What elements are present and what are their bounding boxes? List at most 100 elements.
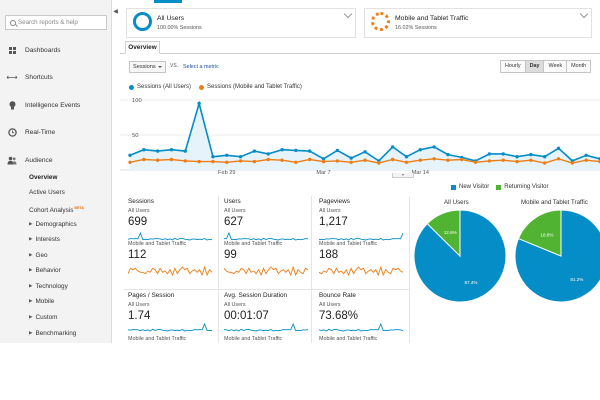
- data-point-all-users[interactable]: [349, 156, 353, 160]
- data-point-all-users[interactable]: [225, 153, 229, 157]
- data-point-all-users[interactable]: [308, 149, 312, 153]
- sidebar-item-dashboards[interactable]: Dashboards: [0, 41, 112, 59]
- data-point-all-users[interactable]: [543, 155, 547, 159]
- metric-tile-pageviews[interactable]: Pageviews All Users 1,217 Mobile and Tab…: [319, 198, 407, 288]
- search-box[interactable]: [5, 15, 107, 30]
- data-point-mobile[interactable]: [335, 159, 340, 163]
- data-point-mobile[interactable]: [308, 157, 312, 162]
- sidebar-item-intelligence-events[interactable]: Intelligence Events: [0, 96, 112, 114]
- data-point-mobile[interactable]: [432, 157, 436, 161]
- data-point-all-users[interactable]: [211, 155, 215, 159]
- chart-resize-handle[interactable]: ▼: [392, 173, 414, 178]
- data-point-mobile[interactable]: [183, 159, 187, 163]
- data-point-all-users[interactable]: [280, 148, 284, 152]
- data-point-mobile[interactable]: [142, 157, 146, 162]
- data-point-all-users[interactable]: [155, 149, 160, 153]
- data-point-mobile[interactable]: [460, 157, 464, 162]
- data-point-all-users[interactable]: [142, 148, 146, 152]
- data-point-mobile[interactable]: [543, 161, 547, 165]
- select-metric-link[interactable]: Select a metric: [183, 64, 219, 70]
- data-point-all-users[interactable]: [363, 150, 367, 154]
- sidebar-item-shortcuts[interactable]: ⟷ Shortcuts: [0, 68, 112, 86]
- sidebar-item-audience[interactable]: Audience: [0, 151, 112, 169]
- sidebar-subitem-overview[interactable]: Overview: [29, 172, 57, 184]
- data-point-all-users[interactable]: [197, 101, 201, 106]
- data-point-mobile[interactable]: [515, 159, 519, 164]
- data-point-mobile[interactable]: [529, 158, 533, 162]
- chevron-down-icon[interactable]: [343, 9, 353, 19]
- sidebar-subitem-custom[interactable]: ▶ Custom: [29, 311, 58, 323]
- data-point-mobile[interactable]: [404, 160, 409, 164]
- sessions-line-chart[interactable]: 100 50 Feb 29 Mar 7 Mar 14: [120, 94, 600, 174]
- sidebar-subitem-interests[interactable]: ▶ Interests: [29, 233, 60, 245]
- data-point-all-users[interactable]: [266, 152, 270, 156]
- tab-overview[interactable]: Overview: [125, 41, 160, 54]
- data-point-mobile[interactable]: [211, 159, 215, 164]
- data-point-mobile[interactable]: [128, 160, 132, 164]
- legend-item-all-users[interactable]: Sessions (All Users): [129, 84, 191, 90]
- sidebar-subitem-demographics[interactable]: ▶ Demographics: [29, 218, 77, 230]
- pie-slice-returning-visitor[interactable]: [517, 209, 562, 257]
- data-point-all-users[interactable]: [529, 152, 533, 157]
- granularity-week-button[interactable]: Week: [544, 61, 568, 72]
- metric-tile-pages-per-session[interactable]: Pages / Session All Users 1.74 Mobile an…: [128, 292, 216, 344]
- data-point-mobile[interactable]: [238, 159, 243, 163]
- segment-card-all-users[interactable]: All Users 100.00% Sessions: [126, 8, 356, 38]
- chevron-down-icon[interactable]: [579, 9, 589, 19]
- legend-item-returning-visitor[interactable]: Returning Visitor: [496, 184, 548, 190]
- data-point-mobile[interactable]: [501, 158, 505, 162]
- data-point-all-users[interactable]: [183, 149, 187, 153]
- data-point-all-users[interactable]: [390, 145, 395, 149]
- sidebar-subitem-mobile[interactable]: ▶ Mobile: [29, 295, 54, 307]
- data-point-all-users[interactable]: [128, 153, 132, 157]
- legend-item-mobile[interactable]: Sessions (Mobile and Tablet Traffic): [199, 84, 302, 90]
- data-point-mobile[interactable]: [197, 159, 201, 164]
- search-input[interactable]: [18, 19, 106, 26]
- data-point-mobile[interactable]: [570, 161, 575, 165]
- granularity-hourly-button[interactable]: Hourly: [501, 61, 526, 72]
- data-point-mobile[interactable]: [487, 159, 492, 163]
- sidebar-subitem-technology[interactable]: ▶ Technology: [29, 280, 68, 292]
- data-point-mobile[interactable]: [556, 157, 561, 161]
- sidebar-subitem-active-users[interactable]: Active Users: [29, 187, 65, 199]
- data-point-all-users[interactable]: [294, 148, 298, 153]
- data-point-mobile[interactable]: [294, 160, 298, 164]
- sidebar-subitem-behavior[interactable]: ▶ Behavior: [29, 264, 61, 276]
- data-point-mobile[interactable]: [584, 158, 588, 162]
- data-point-mobile[interactable]: [363, 158, 367, 162]
- granularity-month-button[interactable]: Month: [567, 61, 591, 72]
- collapse-sidebar-icon[interactable]: ◀: [113, 9, 118, 15]
- metric-dropdown[interactable]: Sessions: [129, 61, 166, 73]
- data-point-mobile[interactable]: [377, 161, 381, 165]
- data-point-all-users[interactable]: [556, 146, 561, 150]
- data-point-mobile[interactable]: [225, 160, 229, 164]
- data-point-all-users[interactable]: [238, 155, 243, 159]
- data-point-mobile[interactable]: [266, 157, 270, 162]
- sidebar-subitem-benchmarking[interactable]: ▶ Benchmarking: [29, 327, 76, 339]
- pie-chart-all-users[interactable]: 87.4% 12.6%: [412, 208, 508, 304]
- metric-tile-bounce-rate[interactable]: Bounce Rate All Users 73.68% Mobile and …: [319, 292, 407, 344]
- data-point-mobile[interactable]: [349, 160, 353, 164]
- pie-slice-returning-visitor[interactable]: [426, 209, 461, 258]
- data-point-mobile[interactable]: [252, 159, 257, 164]
- data-point-mobile[interactable]: [155, 158, 160, 162]
- data-point-all-users[interactable]: [335, 148, 340, 153]
- data-point-mobile[interactable]: [280, 158, 284, 162]
- data-point-all-users[interactable]: [432, 145, 436, 149]
- legend-item-new-visitor[interactable]: New Visitor: [451, 184, 489, 190]
- metric-tile-sessions[interactable]: Sessions All Users 699 Mobile and Tablet…: [128, 198, 216, 288]
- data-point-mobile[interactable]: [390, 157, 395, 162]
- data-point-mobile[interactable]: [473, 160, 478, 164]
- data-point-mobile[interactable]: [169, 157, 174, 162]
- segment-card-mobile-tablet[interactable]: Mobile and Tablet Traffic 16.02% Session…: [364, 8, 592, 38]
- data-point-all-users[interactable]: [404, 155, 409, 159]
- data-point-all-users[interactable]: [418, 148, 422, 152]
- data-point-all-users[interactable]: [501, 152, 505, 156]
- data-point-mobile[interactable]: [321, 159, 326, 164]
- data-point-all-users[interactable]: [252, 149, 257, 153]
- pie-chart-mobile[interactable]: 81.2% 18.8%: [513, 208, 600, 304]
- metric-tile-avg-session-duration[interactable]: Avg. Session Duration All Users 00:01:07…: [224, 292, 312, 344]
- data-point-all-users[interactable]: [321, 157, 326, 161]
- granularity-day-button[interactable]: Day: [525, 61, 545, 72]
- data-point-all-users[interactable]: [169, 148, 174, 152]
